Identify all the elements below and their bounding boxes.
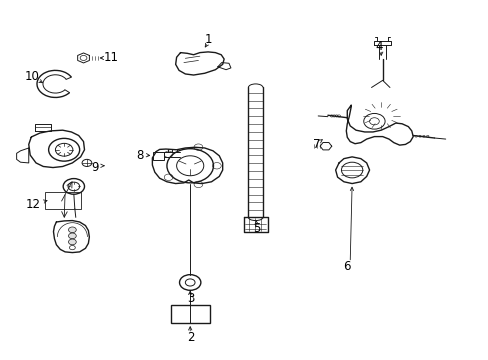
Text: 10: 10 bbox=[25, 70, 40, 83]
Bar bbox=[45, 192, 81, 209]
Circle shape bbox=[68, 233, 76, 239]
Circle shape bbox=[68, 239, 76, 245]
Text: 11: 11 bbox=[103, 51, 119, 64]
Text: 8: 8 bbox=[136, 149, 143, 162]
Bar bbox=[153, 152, 163, 160]
Circle shape bbox=[68, 227, 76, 233]
Text: 6: 6 bbox=[343, 260, 350, 273]
Text: 1: 1 bbox=[204, 33, 211, 46]
Text: 3: 3 bbox=[187, 292, 194, 305]
Bar bbox=[170, 305, 209, 323]
Text: 7: 7 bbox=[312, 138, 319, 151]
Text: 12: 12 bbox=[26, 198, 41, 211]
Text: 4: 4 bbox=[375, 40, 382, 53]
Text: 9: 9 bbox=[91, 161, 99, 174]
Text: 5: 5 bbox=[252, 221, 260, 234]
Text: 2: 2 bbox=[187, 331, 195, 344]
